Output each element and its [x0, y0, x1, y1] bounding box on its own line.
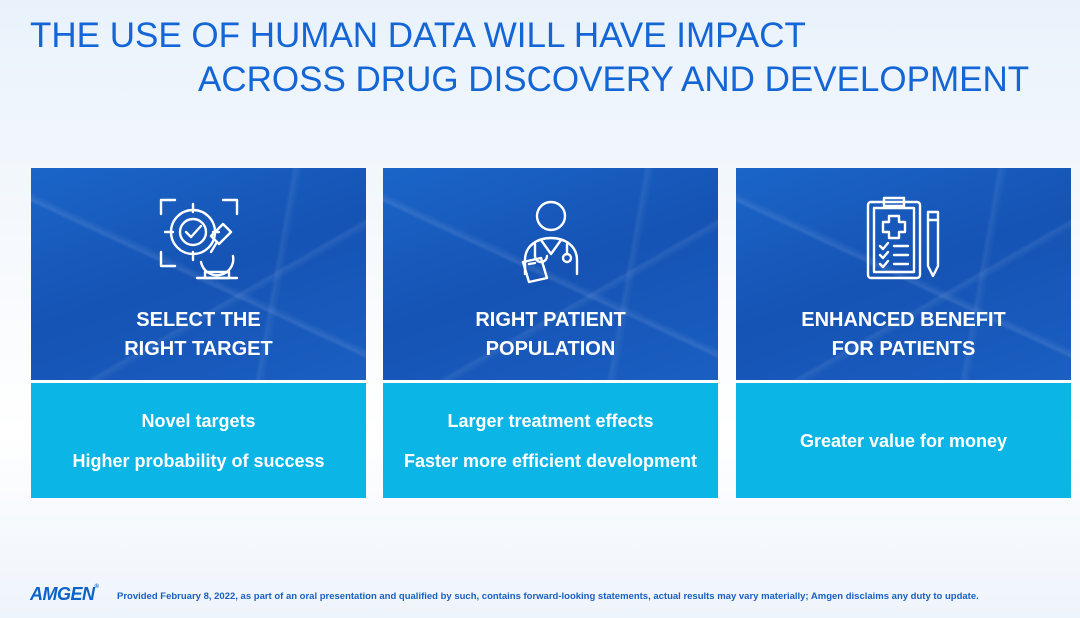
- card-heading-line: POPULATION: [485, 338, 616, 360]
- card-enhanced-benefit: ENHANCED BENEFIT FOR PATIENTS Greater va…: [736, 168, 1071, 498]
- card-heading: ENHANCED BENEFIT FOR PATIENTS: [736, 306, 1071, 364]
- slide-title-line2: ACROSS DRUG DISCOVERY AND DEVELOPMENT: [198, 60, 1030, 99]
- card-heading-line: FOR PATIENTS: [831, 338, 976, 360]
- doctor-icon: [521, 200, 578, 284]
- card-header-panel: ENHANCED BENEFIT FOR PATIENTS: [736, 168, 1071, 380]
- amgen-logo: AMGEN®: [30, 584, 99, 605]
- card-heading-line: SELECT THE: [136, 309, 261, 331]
- logo-trademark: ®: [94, 584, 99, 590]
- card-heading: RIGHT PATIENT POPULATION: [383, 306, 718, 364]
- card-details-panel: Larger treatment effects Faster more eff…: [383, 383, 718, 498]
- card-heading-line: ENHANCED BENEFIT: [801, 309, 1006, 331]
- slide-title-line1: THE USE OF HUMAN DATA WILL HAVE IMPACT: [30, 16, 806, 55]
- footer: AMGEN® Provided February 8, 2022, as par…: [0, 578, 1080, 618]
- card-select-target: SELECT THE RIGHT TARGET Novel targets Hi…: [31, 168, 366, 498]
- card-point: Higher probability of success: [72, 450, 325, 471]
- card-point: Novel targets: [141, 410, 256, 431]
- card-point: Greater value for money: [799, 430, 1008, 451]
- logo-text: AMGEN: [30, 584, 95, 604]
- card-heading-line: RIGHT TARGET: [124, 338, 273, 360]
- card-details-panel: Greater value for money: [736, 383, 1071, 498]
- card-header-panel: RIGHT PATIENT POPULATION: [383, 168, 718, 380]
- card-header-panel: SELECT THE RIGHT TARGET: [31, 168, 366, 380]
- card-heading-line: RIGHT PATIENT: [475, 309, 626, 331]
- target-microscope-icon: [159, 198, 238, 280]
- card-heading: SELECT THE RIGHT TARGET: [31, 306, 366, 364]
- disclaimer-text: Provided February 8, 2022, as part of an…: [117, 591, 979, 602]
- card-point: Larger treatment effects: [447, 410, 654, 431]
- card-point: Faster more efficient development: [403, 450, 698, 471]
- card-right-patient: RIGHT PATIENT POPULATION Larger treatmen…: [383, 168, 718, 498]
- clipboard-checklist-icon: [866, 196, 939, 280]
- card-details-panel: Novel targets Higher probability of succ…: [31, 383, 366, 498]
- slide-title: THE USE OF HUMAN DATA WILL HAVE IMPACT A…: [30, 14, 1029, 102]
